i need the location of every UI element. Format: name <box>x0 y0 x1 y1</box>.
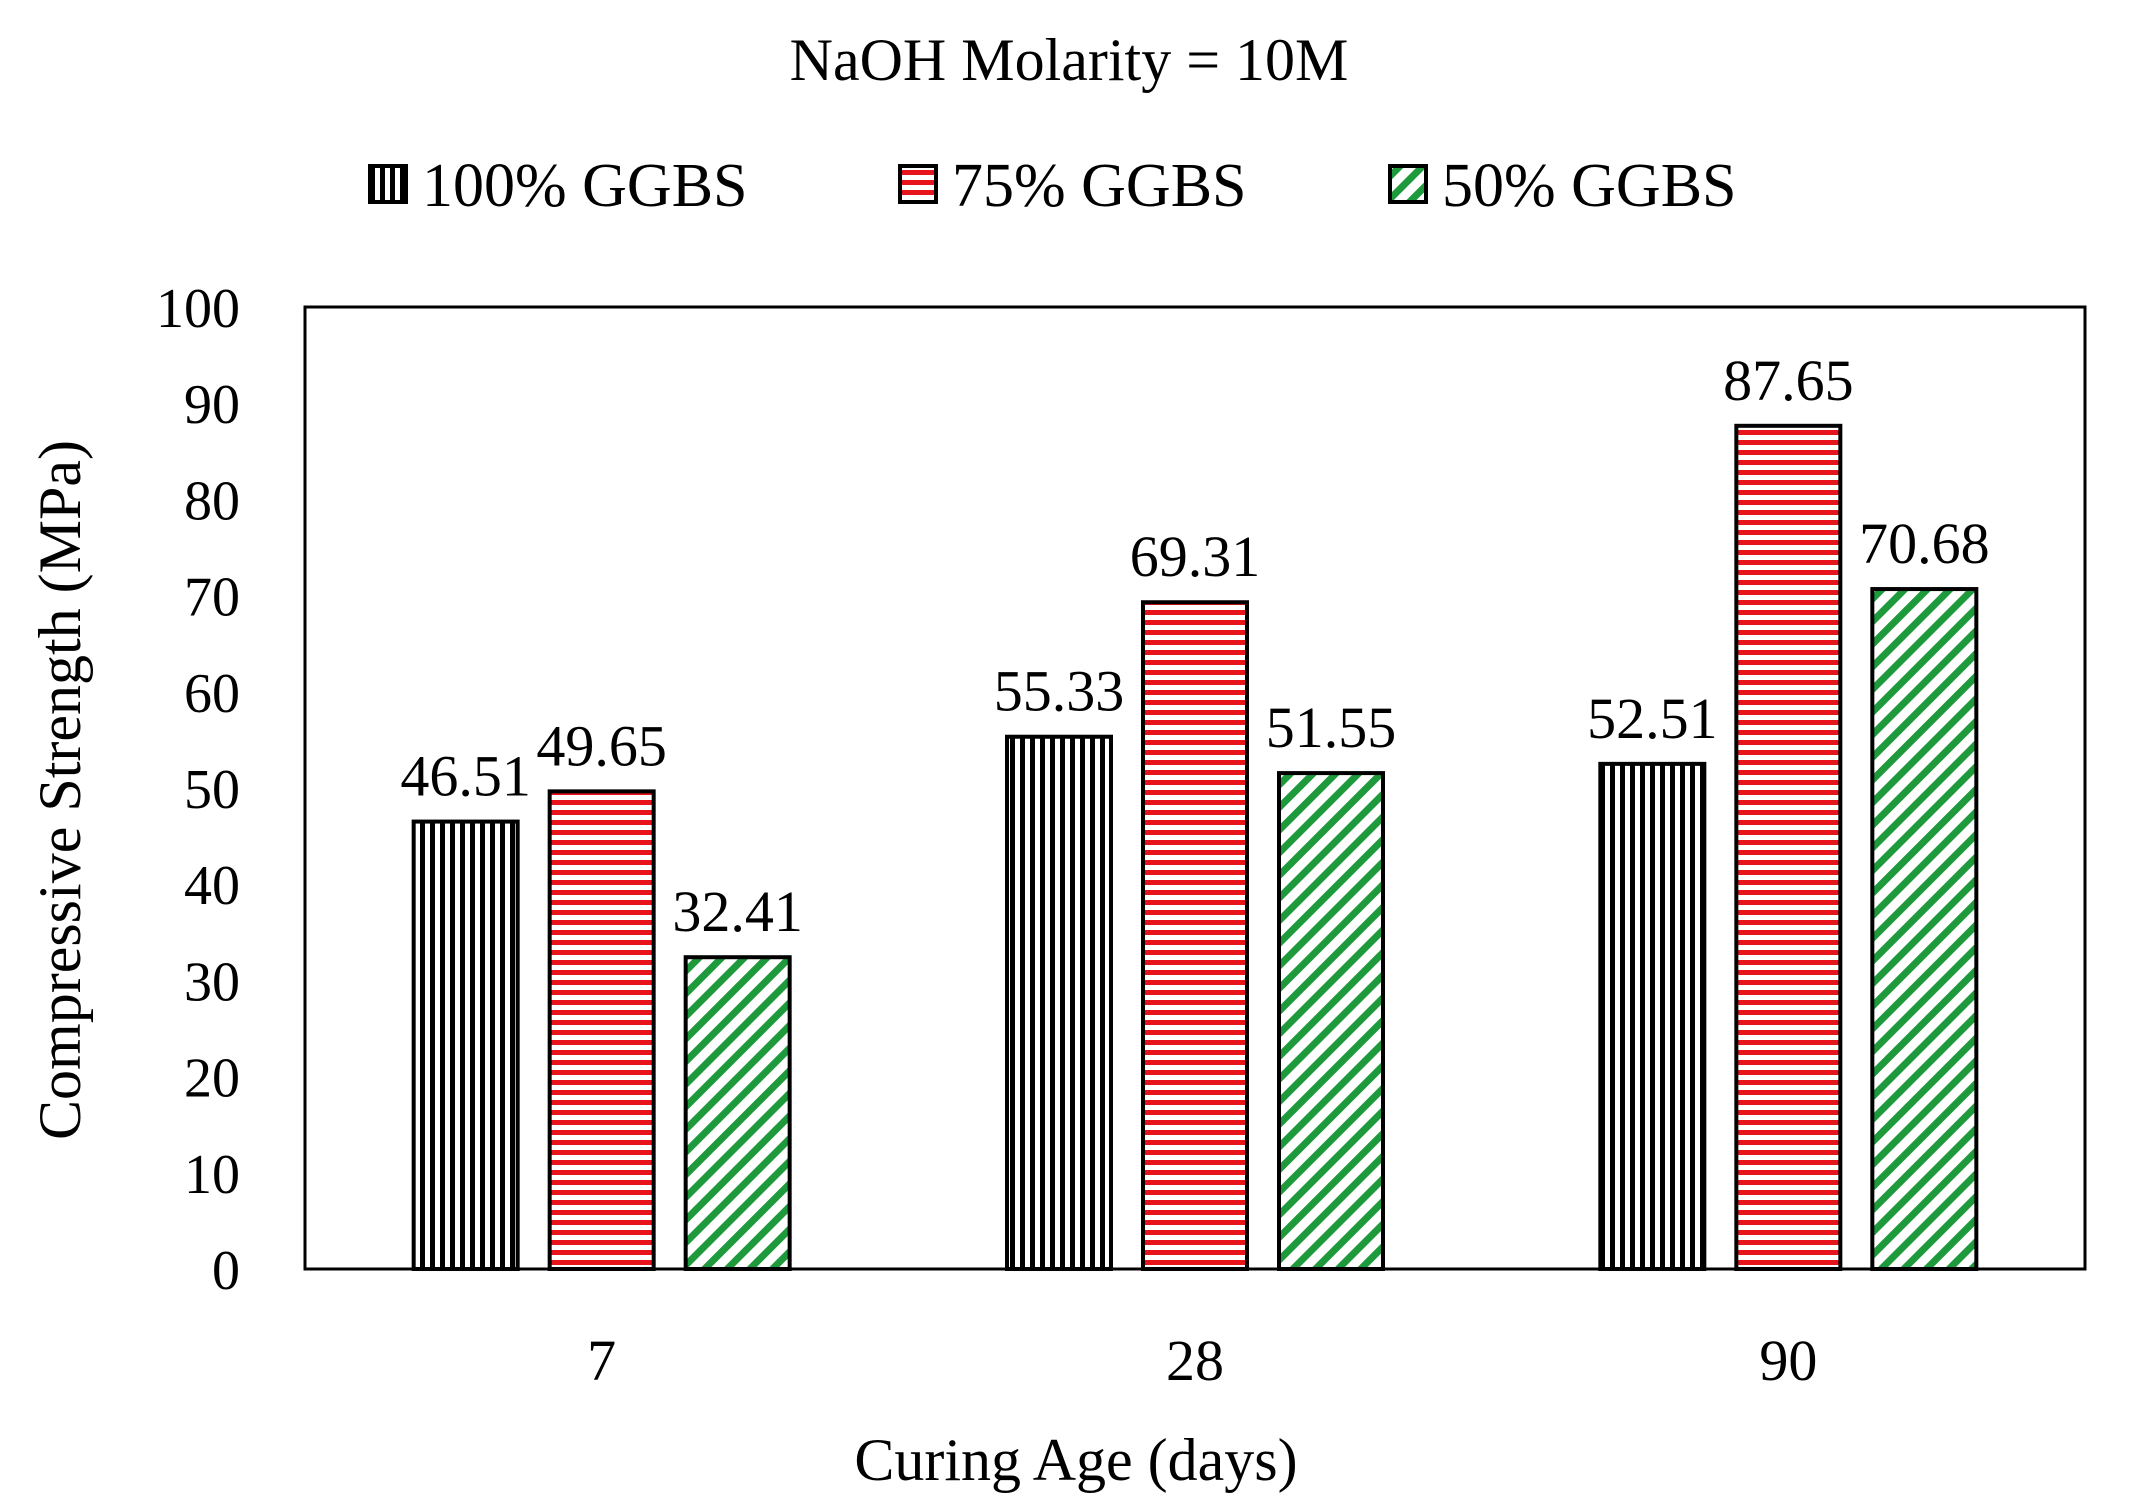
bar-75-ggbs-day-7 <box>547 789 656 1271</box>
bar-50-ggbs-day-28 <box>1277 771 1385 1271</box>
y-tick-label: 0 <box>212 1240 240 1302</box>
x-axis-title: Curing Age (days) <box>854 1427 1297 1493</box>
bar-100-ggbs-day-90 <box>1598 761 1707 1272</box>
y-tick-label: 90 <box>184 374 240 436</box>
y-tick-label: 50 <box>184 759 240 821</box>
data-label: 69.31 <box>1130 524 1261 589</box>
y-tick-label: 100 <box>156 278 240 340</box>
data-label: 49.65 <box>536 713 667 778</box>
bar-50-ggbs-day-7 <box>683 955 792 1272</box>
y-tick-label: 80 <box>184 470 240 532</box>
data-label: 32.41 <box>672 879 803 944</box>
y-tick-label: 10 <box>184 1144 240 1206</box>
data-label: 87.65 <box>1723 348 1854 413</box>
y-tick-label: 70 <box>184 567 240 629</box>
y-axis-title: Compressive Strength (MPa) <box>27 440 93 1140</box>
legend-label: 50% GGBS <box>1442 152 1737 220</box>
data-label: 46.51 <box>400 744 531 809</box>
x-tick-label: 28 <box>1166 1328 1224 1393</box>
x-tick-label: 7 <box>587 1328 616 1393</box>
legend: 100% GGBS 75% GGBS 50% GGBS <box>368 152 1737 220</box>
legend-swatch <box>898 164 938 204</box>
x-axis: 7 28 90 <box>587 1328 1817 1393</box>
plot-frame <box>303 305 2087 1271</box>
legend-swatch <box>1388 164 1428 204</box>
data-label: 51.55 <box>1266 695 1397 760</box>
x-tick-label: 90 <box>1759 1328 1817 1393</box>
data-label: 55.33 <box>994 659 1125 724</box>
legend-label: 75% GGBS <box>952 152 1247 220</box>
y-tick-label: 40 <box>184 855 240 917</box>
bar-100-ggbs-day-7 <box>411 819 520 1271</box>
y-tick-label: 30 <box>184 951 240 1013</box>
data-label: 70.68 <box>1859 511 1990 576</box>
y-tick-label: 20 <box>184 1048 240 1110</box>
y-axis: 0 10 20 30 40 50 60 70 80 90 100 <box>156 278 240 1302</box>
legend-swatch <box>368 164 408 204</box>
bar-75-ggbs-day-90 <box>1734 423 1843 1271</box>
bar-50-ggbs-day-90 <box>1870 587 1979 1271</box>
legend-label: 100% GGBS <box>422 152 748 220</box>
bar-75-ggbs-day-28 <box>1141 600 1249 1271</box>
data-label: 52.51 <box>1587 686 1718 751</box>
bars: 46.51 49.65 32.41 55.33 69.31 51.55 52.51 87.65… <box>400 348 1990 1272</box>
bar-100-ggbs-day-28 <box>1005 734 1113 1271</box>
y-tick-label: 60 <box>184 663 240 725</box>
chart-title: NaOH Molarity = 10M <box>790 27 1349 93</box>
